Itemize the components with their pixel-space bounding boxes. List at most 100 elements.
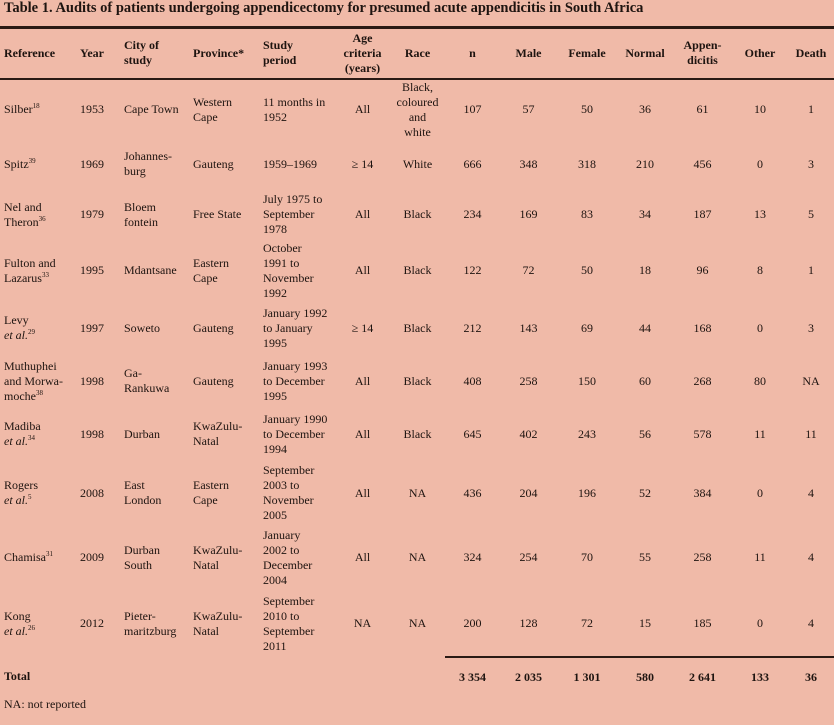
male-cell: 72 (522, 263, 535, 277)
reference-cell: Kong et al.26 (0, 591, 76, 657)
male-cell: 254 (519, 550, 538, 564)
appendicitis-cell: 258 (693, 550, 712, 564)
appendicitis-cell: 61 (696, 102, 709, 116)
city-cell: Bloem fontein (124, 199, 158, 229)
reference-cell: Nel and Theron36 (0, 189, 76, 241)
reference-cell: Muthuphei and Morwa- moche38 (0, 356, 76, 407)
n-cell: 408 (463, 373, 482, 388)
male-cell: 57 (522, 102, 535, 116)
period-cell: September 2010 to September 2011 (263, 593, 315, 653)
normal-cell: 44 (639, 320, 651, 335)
reference-cell: Spitz39 (0, 140, 76, 189)
province-cell: Free State (193, 207, 242, 221)
reference-cell: Rogers et al.5 (0, 462, 76, 525)
female-cell: 69 (581, 320, 593, 335)
citation-number: 34 (28, 434, 35, 442)
province-cell: KwaZulu- Natal (193, 542, 243, 572)
province-cell: Gauteng (193, 156, 234, 171)
citation-number: 26 (28, 623, 35, 632)
period-cell: January 1990 to December 1994 (263, 411, 328, 456)
other-cell: 11 (754, 550, 766, 564)
period-cell: January 2002 to December 2004 (263, 527, 313, 587)
death-cell: 5 (808, 207, 814, 221)
et-al: et al. (4, 493, 28, 507)
race-cell: Black, coloured and white (396, 79, 439, 139)
female-cell: 70 (581, 550, 593, 564)
empty-cell (120, 657, 189, 697)
empty-cell (390, 657, 445, 697)
normal-cell: 36 (639, 102, 651, 116)
citation-number: 36 (38, 214, 46, 223)
race-cell: White (402, 156, 433, 171)
city-cell: Durban (124, 426, 160, 441)
race-cell: Black (403, 373, 432, 388)
year-cell: 1953 (80, 102, 104, 116)
province-cell: Eastern Cape (193, 478, 229, 507)
other-cell: 0 (757, 320, 763, 335)
race-cell: Black (403, 320, 432, 335)
race-cell: Black (403, 263, 432, 277)
n-cell: 212 (463, 320, 482, 335)
column-header: Age criteria (years) (343, 30, 382, 75)
n-cell: 436 (463, 485, 482, 500)
death-cell: 4 (808, 615, 814, 630)
column-header: Province* (193, 45, 245, 60)
reference-name: Chamisa (4, 550, 46, 564)
citation-number: 5 (28, 493, 32, 501)
normal-cell: 210 (636, 156, 654, 171)
column-header: Race (404, 45, 431, 60)
citation-number: 33 (41, 270, 49, 279)
year-cell: 1969 (80, 156, 104, 171)
column-header: Normal (625, 45, 665, 60)
citation-number: 38 (36, 388, 43, 397)
column-header: Male (515, 45, 542, 60)
province-cell: KwaZulu- Natal (193, 608, 243, 638)
other-cell: 13 (754, 207, 766, 221)
other-cell: 8 (757, 263, 763, 277)
death-cell: 1 (808, 263, 814, 277)
total-male: 2 035 (500, 655, 557, 697)
period-cell: September 2003 to November 2005 (263, 463, 315, 522)
age-cell: All (354, 207, 371, 221)
period-cell: January 1992 to January 1995 (263, 305, 328, 350)
reference-cell: Chamisa31 (0, 525, 76, 591)
race-cell: NA (408, 616, 427, 630)
year-cell: 1997 (80, 320, 104, 335)
age-cell: All (354, 373, 371, 388)
race-cell: Black (403, 426, 432, 441)
reference-cell: Silber18 (0, 79, 76, 140)
other-cell: 11 (754, 426, 766, 441)
race-cell: NA (408, 550, 427, 564)
appendicitis-cell: 456 (693, 156, 712, 171)
total-death: 36 (788, 655, 834, 697)
city-cell: Cape Town (124, 102, 179, 116)
age-cell: NA (353, 616, 372, 630)
male-cell: 258 (519, 373, 538, 388)
age-cell: ≥ 14 (351, 156, 374, 171)
citation-number: 18 (32, 102, 40, 110)
column-header: n (469, 45, 476, 60)
death-cell: NA (802, 373, 820, 388)
normal-cell: 55 (639, 550, 651, 564)
other-cell: 80 (754, 373, 766, 388)
province-cell: Western Cape (193, 94, 233, 124)
appendicitis-cell: 578 (693, 426, 712, 441)
table-title: Table 1. Audits of patients undergoing a… (4, 0, 644, 16)
empty-cell (259, 657, 335, 697)
death-cell: 3 (808, 156, 814, 171)
column-header: Female (568, 45, 606, 60)
year-cell: 1998 (80, 373, 104, 388)
n-cell: 645 (463, 426, 482, 441)
male-cell: 348 (519, 156, 538, 171)
age-cell: All (354, 550, 371, 564)
reference-name: Madiba (4, 419, 41, 433)
province-cell: Eastern Cape (193, 255, 229, 285)
citation-number: 39 (28, 156, 36, 165)
reference-name: Fulton and Lazarus (4, 255, 56, 285)
year-cell: 1998 (80, 426, 104, 441)
et-al: et al. (4, 434, 28, 448)
table-row: Madiba et al.34 1998 Durban KwaZulu- Natal J… (0, 407, 834, 462)
reference-name: Levy (4, 313, 29, 327)
et-al: et al. (4, 623, 28, 638)
normal-cell: 56 (639, 426, 651, 441)
